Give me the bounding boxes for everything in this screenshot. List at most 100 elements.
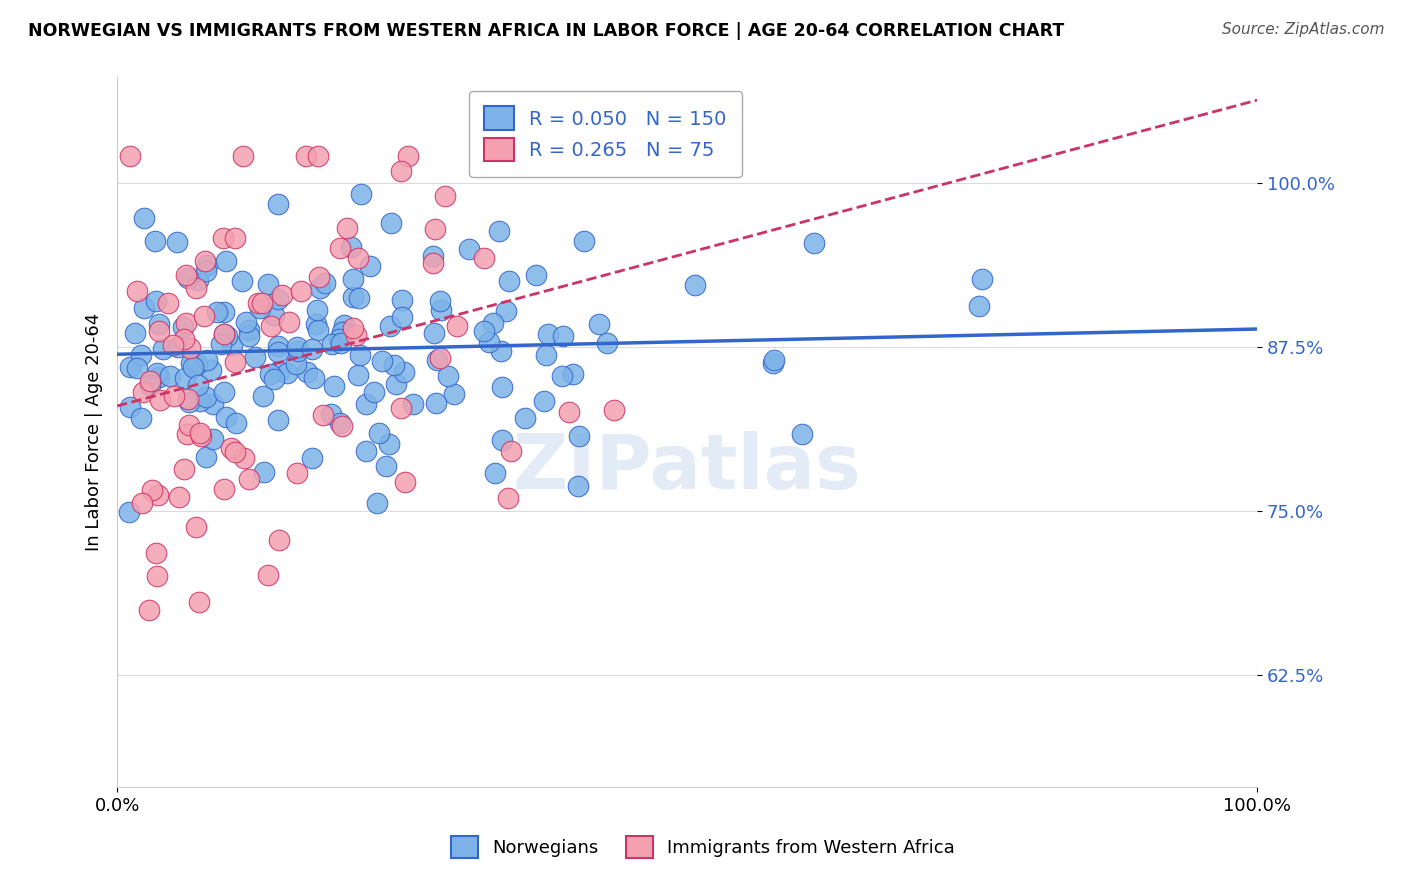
Point: [498, 274, 520, 288]
Point: [209, 337, 232, 351]
Point: [330, 419, 353, 434]
Point: [342, 272, 364, 286]
Point: [391, 310, 413, 324]
Point: [392, 365, 415, 379]
Point: [214, 385, 236, 400]
Point: [212, 230, 235, 244]
Point: [124, 326, 146, 340]
Point: [225, 417, 247, 431]
Point: [426, 353, 449, 368]
Point: [188, 426, 211, 441]
Point: [367, 426, 389, 441]
Point: [285, 466, 308, 480]
Point: [194, 264, 217, 278]
Point: [179, 341, 201, 355]
Point: [330, 325, 353, 339]
Point: [252, 389, 274, 403]
Point: [180, 356, 202, 370]
Point: [422, 249, 444, 263]
Point: [342, 291, 364, 305]
Point: [149, 392, 172, 407]
Point: [247, 296, 270, 310]
Point: [425, 395, 447, 409]
Point: [349, 348, 371, 362]
Point: [285, 357, 308, 371]
Point: [148, 325, 170, 339]
Point: [484, 149, 506, 163]
Point: [972, 272, 994, 286]
Legend: Norwegians, Immigrants from Western Africa: Norwegians, Immigrants from Western Afri…: [444, 829, 962, 865]
Point: [263, 308, 285, 322]
Point: [312, 409, 335, 423]
Point: [478, 334, 501, 349]
Point: [762, 352, 785, 367]
Point: [491, 380, 513, 394]
Point: [533, 393, 555, 408]
Point: [232, 149, 254, 163]
Point: [359, 259, 381, 273]
Point: [235, 315, 257, 329]
Point: [267, 533, 290, 547]
Point: [253, 465, 276, 479]
Point: [430, 302, 453, 317]
Point: [131, 496, 153, 510]
Point: [267, 413, 290, 427]
Point: [513, 410, 536, 425]
Point: [537, 327, 560, 342]
Point: [790, 426, 813, 441]
Point: [568, 429, 591, 443]
Point: [177, 395, 200, 409]
Point: [446, 318, 468, 333]
Point: [259, 368, 281, 382]
Point: [177, 270, 200, 285]
Point: [249, 301, 271, 315]
Point: [366, 495, 388, 509]
Point: [177, 392, 200, 407]
Point: [215, 254, 238, 268]
Point: [184, 520, 207, 534]
Point: [186, 357, 208, 371]
Point: [347, 251, 370, 265]
Point: [152, 342, 174, 356]
Point: [332, 318, 354, 332]
Point: [145, 293, 167, 308]
Point: [195, 353, 218, 368]
Point: [572, 234, 595, 248]
Point: [278, 315, 301, 329]
Point: [131, 385, 153, 400]
Point: [422, 256, 444, 270]
Point: [120, 401, 142, 415]
Point: [458, 242, 481, 256]
Point: [156, 295, 179, 310]
Point: [267, 293, 290, 307]
Point: [481, 316, 503, 330]
Point: [224, 355, 246, 369]
Point: [125, 284, 148, 298]
Point: [212, 326, 235, 341]
Point: [308, 269, 330, 284]
Point: [314, 276, 336, 290]
Point: [141, 483, 163, 498]
Point: [173, 462, 195, 476]
Point: [384, 358, 406, 372]
Point: [243, 350, 266, 364]
Point: [174, 370, 197, 384]
Point: [967, 299, 990, 313]
Point: [195, 391, 218, 405]
Point: [212, 326, 235, 341]
Point: [551, 369, 574, 384]
Point: [301, 451, 323, 466]
Point: [267, 345, 290, 359]
Point: [176, 426, 198, 441]
Point: [194, 450, 217, 465]
Point: [173, 332, 195, 346]
Point: [167, 340, 190, 354]
Point: [257, 277, 280, 292]
Point: [434, 189, 457, 203]
Point: [267, 197, 290, 211]
Point: [238, 329, 260, 343]
Point: [803, 235, 825, 250]
Point: [127, 360, 149, 375]
Point: [183, 359, 205, 374]
Point: [380, 319, 402, 334]
